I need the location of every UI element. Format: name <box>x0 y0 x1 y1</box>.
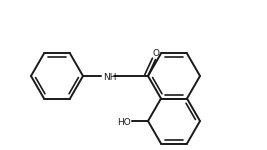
Text: HO: HO <box>117 118 131 127</box>
Text: O: O <box>152 49 159 58</box>
Text: NH: NH <box>103 72 116 81</box>
